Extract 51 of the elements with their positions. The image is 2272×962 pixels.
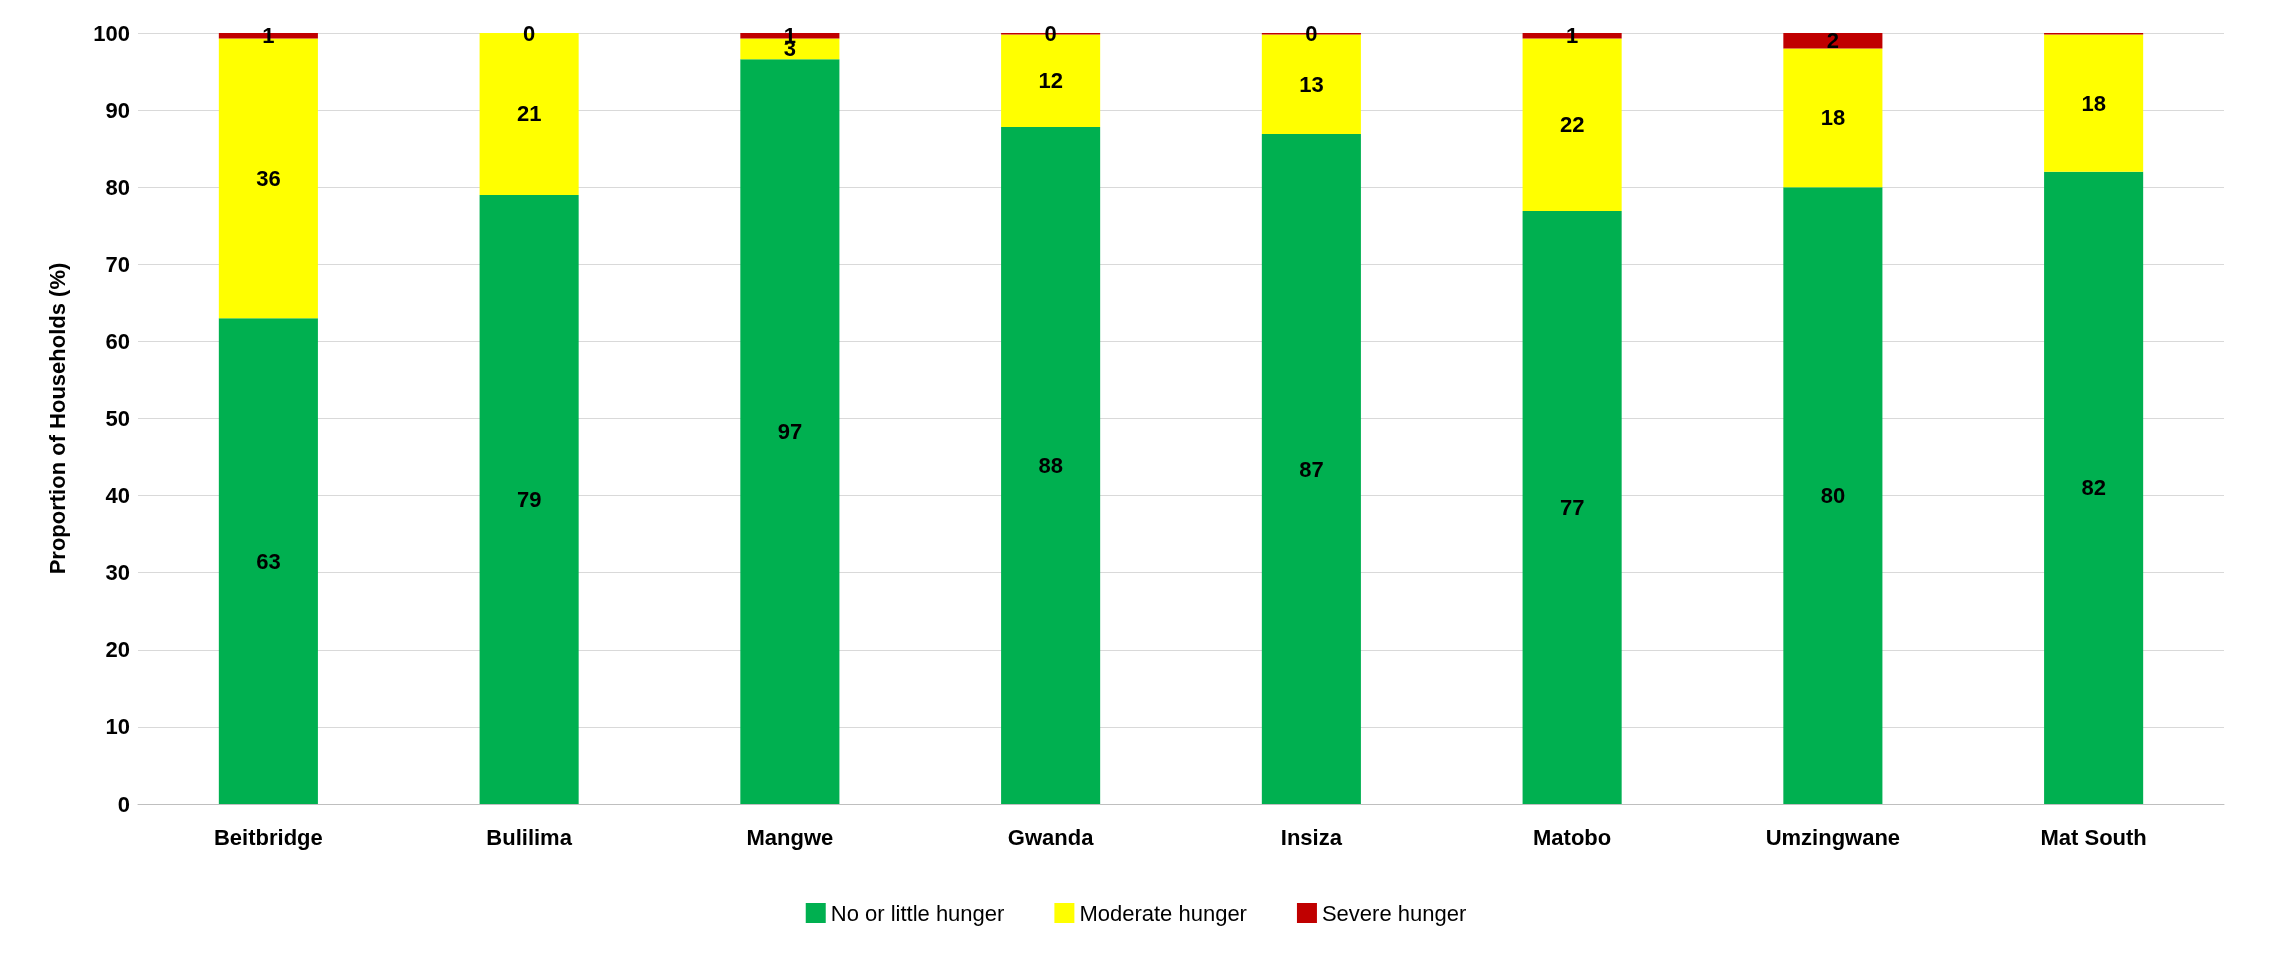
data-label: 77: [1559, 495, 1585, 521]
bar: [2044, 171, 2144, 804]
y-tick-label: 30: [105, 560, 130, 586]
data-label: 1: [1566, 23, 1579, 49]
data-label: 21: [516, 101, 542, 127]
x-tick-label: Mangwe: [746, 824, 834, 850]
data-label: 13: [1299, 71, 1324, 97]
y-axis-title: Proportion of Households (%): [44, 262, 70, 575]
y-tick-label: 0: [117, 791, 130, 817]
data-label: 22: [1559, 112, 1585, 138]
x-tick-label: Bulilima: [486, 824, 573, 850]
x-tick-label: Umzingwane: [1765, 824, 1901, 850]
data-label: 36: [256, 165, 281, 191]
bar: [1783, 187, 1883, 804]
bar: [2044, 34, 2144, 172]
bar: [479, 194, 579, 804]
bar: [1261, 134, 1361, 804]
y-tick-label: 50: [105, 406, 130, 431]
bar: [1001, 127, 1101, 804]
y-tick-label: 100: [93, 20, 130, 46]
bar: [740, 59, 840, 804]
y-tick-label: 70: [105, 251, 130, 277]
data-label: 88: [1038, 453, 1063, 479]
data-label: 12: [1038, 68, 1063, 94]
data-label: 82: [2081, 475, 2106, 501]
legend-label: Moderate hunger: [1079, 900, 1247, 926]
x-tick-label: Matobo: [1533, 824, 1612, 850]
data-label: 80: [1820, 483, 1846, 509]
data-label: 87: [1299, 456, 1324, 482]
x-tick-label: Gwanda: [1007, 824, 1095, 850]
y-tick-label: 20: [105, 637, 130, 663]
data-label: 79: [516, 486, 542, 512]
data-label: 1: [262, 23, 275, 49]
x-tick-label: Insiza: [1280, 824, 1343, 850]
bar: [1522, 211, 1622, 804]
bar: [1783, 48, 1883, 188]
y-tick-label: 10: [105, 714, 130, 740]
bar: [218, 318, 318, 804]
y-tick-label: 60: [105, 328, 130, 354]
y-tick-label: 40: [105, 483, 130, 509]
legend-label: Severe hunger: [1321, 900, 1467, 926]
x-tick-label: Mat South: [2040, 824, 2147, 850]
data-label: 18: [1820, 105, 1846, 131]
data-label: 18: [2081, 90, 2106, 116]
data-label: 97: [777, 419, 803, 445]
legend-label: No or little hunger: [830, 900, 1005, 926]
y-tick-label: 80: [105, 174, 130, 200]
x-tick-label: Beitbridge: [213, 824, 323, 850]
y-tick-label: 90: [105, 97, 130, 123]
data-label: 63: [256, 548, 281, 574]
data-label: 2: [1826, 28, 1839, 54]
